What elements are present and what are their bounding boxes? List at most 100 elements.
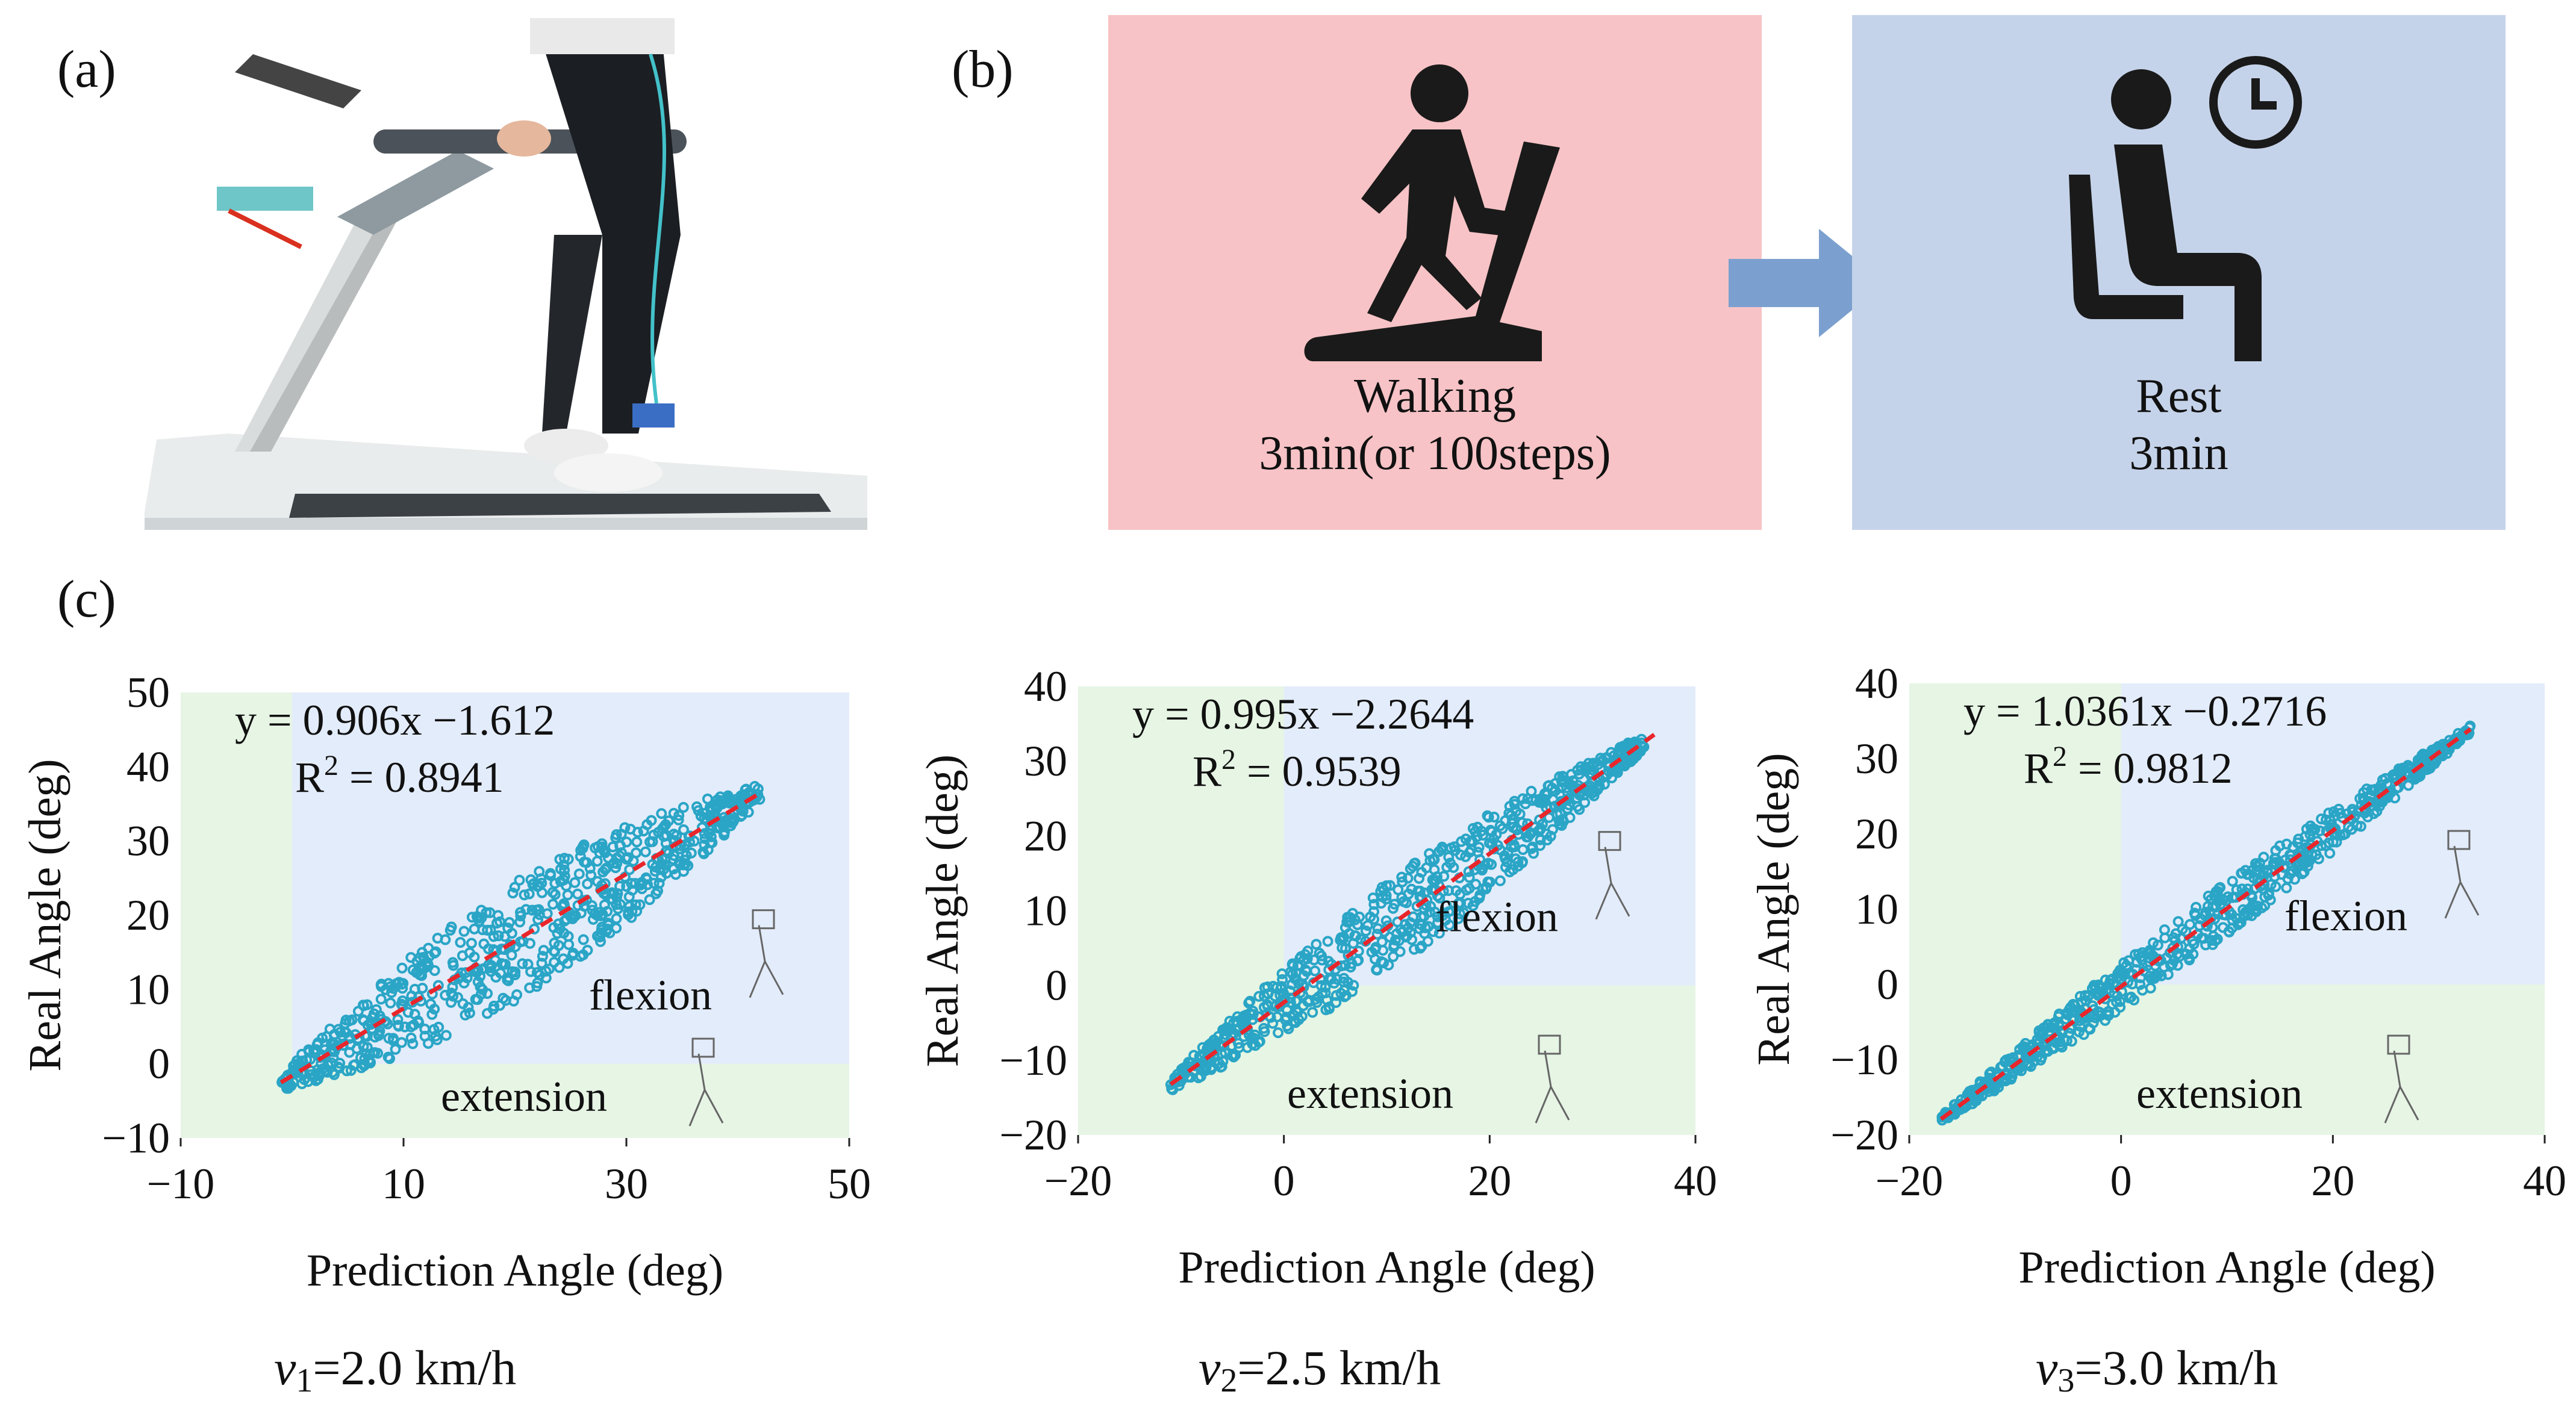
x-axis-label: Prediction Angle (deg) (1178, 1242, 1595, 1293)
scatter-point (2226, 909, 2238, 920)
flexion-label: flexion (1435, 893, 1558, 941)
regression-line (1939, 727, 2472, 1121)
r-squared-value: = 0.8941 (338, 753, 504, 801)
scatter-point (647, 836, 658, 847)
speed-subscript: 1 (296, 1362, 313, 1399)
scatter-point (1618, 760, 1630, 771)
scatter-point (1347, 907, 1358, 919)
scatter-point (572, 888, 583, 900)
scatter-point (1232, 1023, 1244, 1034)
scatter-point (1509, 795, 1520, 807)
y-tick-label: 0 (1046, 962, 1067, 1010)
scatter-point (357, 1014, 369, 1025)
scatter-point (405, 1021, 417, 1033)
scatter-point (1259, 982, 1270, 994)
scatter-point (547, 887, 558, 898)
scatter-point (407, 1038, 419, 1050)
scatter-point (1338, 976, 1350, 987)
panel-label-c: (c) (57, 570, 116, 629)
scatter-point (329, 1039, 340, 1050)
scatter-point (1455, 908, 1465, 919)
scatter-point (1367, 892, 1379, 904)
scatter-point (1464, 836, 1476, 848)
next-phase-arrow-icon (1729, 229, 1885, 337)
scatter-point (1470, 896, 1481, 907)
scatter-point (423, 942, 434, 954)
scatter-point (327, 1066, 338, 1078)
scatter-point (2118, 967, 2129, 978)
scatter-point (1411, 901, 1423, 912)
x-tick-label: −20 (1044, 1157, 1112, 1205)
scatter-point (1514, 809, 1526, 819)
scatter-point (1218, 1040, 1230, 1051)
scatter-point (1486, 826, 1497, 838)
scatter-point (2254, 857, 2265, 869)
scatter-point (1438, 871, 1450, 882)
scatter-point (334, 1057, 346, 1069)
scatter-point (2257, 870, 2268, 881)
scatter-point (339, 1027, 351, 1038)
scatter-point (705, 803, 716, 815)
y-tick-label: 0 (148, 1040, 170, 1088)
scatter-point (1338, 972, 1350, 984)
scatter-point (1401, 897, 1412, 909)
scatter-point (1486, 859, 1497, 870)
scatter-point (1267, 1018, 1279, 1029)
y-tick-label: −20 (1830, 1111, 1898, 1159)
y-tick-label: 20 (1855, 810, 1898, 858)
scatter-point (578, 934, 589, 945)
r-squared: R2 = 0.9539 (1193, 744, 1402, 795)
scatter-point (1464, 872, 1475, 883)
scatter-point (1476, 865, 1488, 875)
r-squared-exponent: 2 (324, 750, 338, 782)
scatter-point (1521, 832, 1532, 843)
scatter-point (1182, 1071, 1194, 1083)
scatter-point (554, 923, 566, 935)
y-tick-label: 40 (126, 742, 170, 791)
scatter-point (1376, 956, 1387, 968)
scatter-point (1556, 776, 1567, 788)
scatter-point (2124, 968, 2135, 979)
scatter-point (1595, 753, 1606, 764)
x-tick-label: 0 (2110, 1157, 2132, 1205)
chart-3: −20 0 20 40 −20 −10 0 10 20 30 40 Prediction Angle … (1748, 659, 2566, 1293)
scatter-point (1416, 919, 1427, 930)
scatter-point (1598, 779, 1610, 790)
scatter-point (678, 824, 689, 835)
scatter-point (2094, 1007, 2106, 1018)
y-tick-label: 10 (1024, 887, 1067, 935)
x-tick-label: 40 (1674, 1157, 1717, 1205)
scatter-point (673, 810, 685, 821)
scatter-point (2250, 904, 2261, 915)
x-tick-label: 40 (2523, 1157, 2566, 1205)
scatter-point (2041, 1022, 2053, 1033)
scatter-point (710, 801, 722, 813)
scatter-point (719, 819, 730, 831)
walking-duration: 3min(or 100steps) (1259, 427, 1611, 480)
scatter-point (1504, 866, 1515, 877)
speed-subscript: 3 (2057, 1362, 2075, 1399)
scatter-point (648, 829, 660, 841)
y-tick-label: −10 (1830, 1036, 1898, 1084)
scatter-point (1200, 1065, 1211, 1076)
scatter-point (1282, 1021, 1293, 1031)
scatter-point (608, 888, 620, 900)
scatter-point (464, 1007, 475, 1019)
scatter-point (1360, 925, 1371, 937)
scatter-point (2228, 892, 2239, 903)
r-squared-value: = 0.9812 (2067, 744, 2233, 792)
scatter-point (723, 793, 734, 804)
scatter-point (2243, 904, 2254, 916)
scatter-point (2056, 1025, 2068, 1036)
r-squared-symbol: R (1193, 747, 1221, 795)
scatter-point (659, 859, 670, 871)
scatter-point (2096, 986, 2107, 997)
scatter-point (1228, 1051, 1240, 1063)
y-axis-label: Real Angle (deg) (917, 754, 968, 1067)
scatter-point (433, 1021, 444, 1033)
speed-label-3: v3=3.0 km/h (2036, 1340, 2278, 1400)
scatter-point (1396, 871, 1408, 883)
scatter-point (1366, 947, 1377, 958)
scatter-point (611, 922, 622, 934)
scatter-point (678, 801, 689, 813)
